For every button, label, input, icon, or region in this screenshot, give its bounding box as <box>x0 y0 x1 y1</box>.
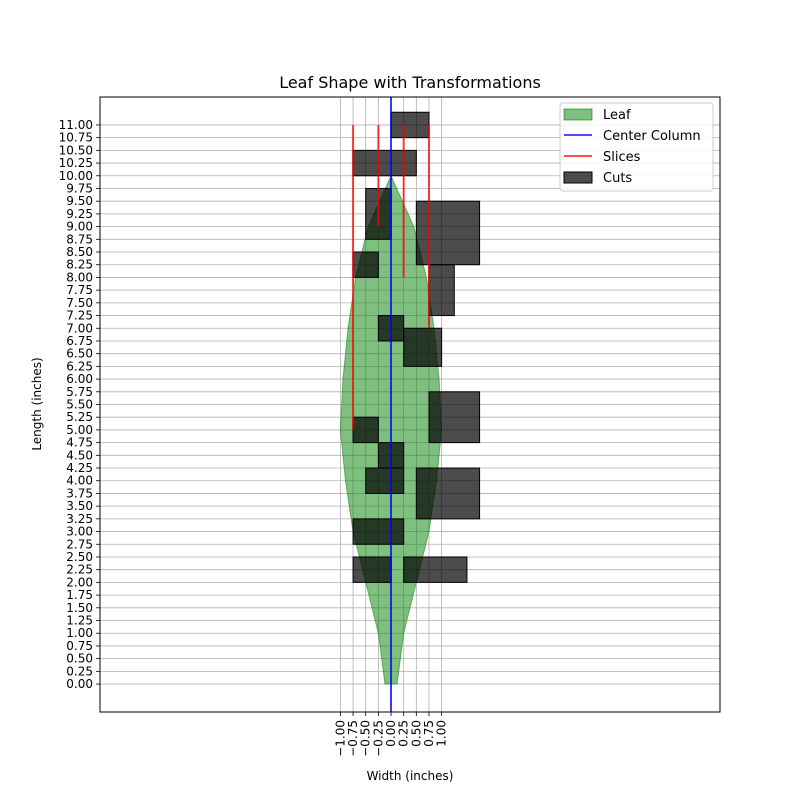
y-tick-label: 6.75 <box>66 334 93 348</box>
y-tick-label: 4.75 <box>66 436 93 450</box>
y-tick-label: 7.75 <box>66 283 93 297</box>
y-tick-label: 5.50 <box>66 398 93 412</box>
y-tick-label: 0.50 <box>66 652 93 666</box>
y-tick-label: 1.25 <box>66 614 93 628</box>
y-tick-label: 11.00 <box>59 118 93 132</box>
x-tick-label: 0.00 <box>384 720 398 747</box>
legend-label-slices: Slices <box>603 150 641 165</box>
y-tick-label: 4.00 <box>66 474 93 488</box>
cut-rect-0 <box>352 556 392 583</box>
y-tick-label: 9.50 <box>66 194 93 208</box>
y-tick-label: 0.00 <box>66 677 93 691</box>
x-tick-label: 0.50 <box>409 720 423 747</box>
y-tick-label: 2.25 <box>66 563 93 577</box>
cut-rect-3 <box>415 467 481 520</box>
y-tick-label: 5.75 <box>66 385 93 399</box>
y-axis-ticks: 0.000.250.500.751.001.251.501.752.002.25… <box>59 118 100 691</box>
x-axis-ticks: −1.00−0.75−0.50−0.250.000.250.500.751.00 <box>333 712 449 757</box>
legend-swatch-cuts <box>563 171 593 184</box>
x-tick-label: −0.25 <box>371 720 385 757</box>
cut-rect-4 <box>365 467 405 494</box>
y-tick-label: 4.50 <box>66 448 93 462</box>
y-tick-label: 10.00 <box>59 169 93 183</box>
y-tick-label: 9.75 <box>66 181 93 195</box>
y-tick-label: 0.75 <box>66 639 93 653</box>
y-tick-label: 4.25 <box>66 461 93 475</box>
legend: Leaf Center Column Slices Cuts <box>559 102 714 192</box>
y-tick-label: 0.25 <box>66 664 93 678</box>
cut-rect-7 <box>428 391 481 444</box>
y-tick-label: 2.00 <box>66 575 93 589</box>
y-tick-label: 6.00 <box>66 372 93 386</box>
y-tick-label: 8.75 <box>66 232 93 246</box>
y-tick-label: 1.75 <box>66 588 93 602</box>
y-tick-label: 10.75 <box>59 131 93 145</box>
chart-title: Leaf Shape with Transformations <box>279 73 541 92</box>
slices <box>352 124 430 430</box>
legend-swatch-leaf <box>563 108 593 121</box>
y-tick-label: 9.00 <box>66 220 93 234</box>
y-tick-label: 8.25 <box>66 258 93 272</box>
y-tick-label: 8.50 <box>66 245 93 259</box>
x-tick-label: 0.25 <box>397 720 411 747</box>
legend-label-center-column: Center Column <box>603 129 701 144</box>
legend-box <box>559 102 714 192</box>
y-tick-label: 3.50 <box>66 499 93 513</box>
y-tick-label: 1.50 <box>66 601 93 615</box>
x-tick-label: 0.75 <box>422 720 436 747</box>
y-tick-label: 5.25 <box>66 410 93 424</box>
y-tick-label: 1.00 <box>66 626 93 640</box>
cut-rect-6 <box>352 416 379 444</box>
legend-label-leaf: Leaf <box>603 108 631 123</box>
cut-rect-12 <box>415 200 481 266</box>
y-tick-label: 3.00 <box>66 525 93 539</box>
y-tick-label: 2.50 <box>66 550 93 564</box>
y-tick-label: 3.75 <box>66 486 93 500</box>
x-tick-label: −1.00 <box>333 720 347 757</box>
x-tick-label: 1.00 <box>435 720 449 747</box>
y-axis-title: Length (inches) <box>30 357 44 450</box>
cut-rect-1 <box>403 556 468 583</box>
y-tick-label: 7.00 <box>66 321 93 335</box>
y-tick-label: 9.25 <box>66 207 93 221</box>
y-tick-label: 8.00 <box>66 270 93 284</box>
y-tick-label: 6.25 <box>66 359 93 373</box>
y-tick-label: 7.25 <box>66 309 93 323</box>
x-tick-label: −0.50 <box>359 720 373 757</box>
cut-rect-15 <box>390 111 430 139</box>
cut-rect-10 <box>428 264 455 317</box>
cuts <box>352 111 481 583</box>
cut-rect-8 <box>403 327 443 367</box>
x-axis-title: Width (inches) <box>367 769 454 783</box>
y-tick-label: 3.25 <box>66 512 93 526</box>
cut-rect-14 <box>352 149 417 177</box>
cut-rect-2 <box>352 518 405 545</box>
x-tick-label: −0.75 <box>346 720 360 757</box>
y-tick-label: 6.50 <box>66 347 93 361</box>
legend-label-cuts: Cuts <box>603 171 632 186</box>
y-tick-label: 10.50 <box>59 143 93 157</box>
cut-rect-11 <box>352 251 379 278</box>
y-tick-label: 7.50 <box>66 296 93 310</box>
y-tick-label: 5.00 <box>66 423 93 437</box>
y-tick-label: 10.25 <box>59 156 93 170</box>
y-tick-label: 2.75 <box>66 537 93 551</box>
